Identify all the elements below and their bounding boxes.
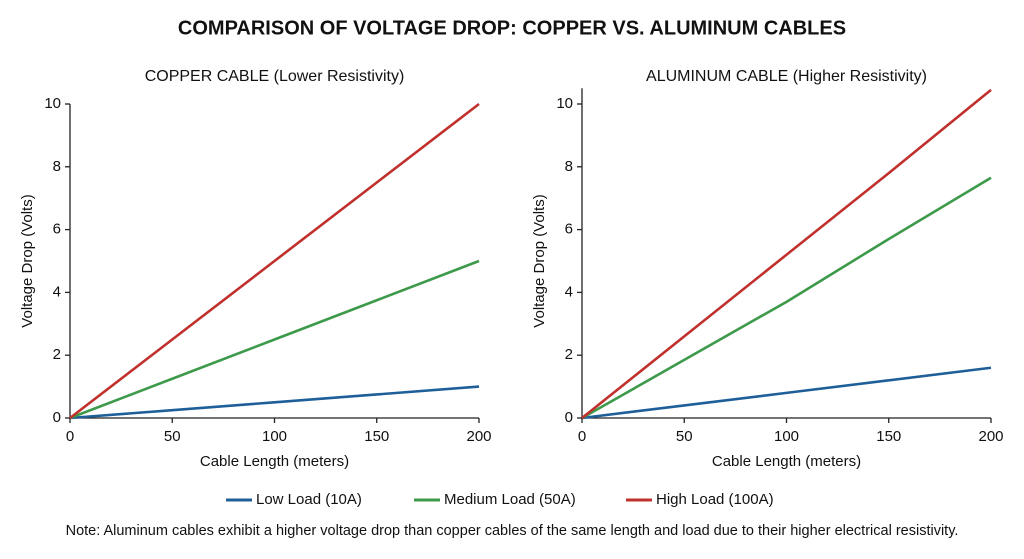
- y-axis-label: Voltage Drop (Volts): [531, 194, 548, 327]
- y-tick-label: 10: [44, 95, 61, 112]
- x-tick-label: 0: [66, 428, 74, 445]
- y-tick-label: 4: [565, 283, 573, 300]
- x-tick-label: 150: [364, 428, 389, 445]
- x-tick-label: 200: [978, 428, 1003, 445]
- subplot-title: ALUMINUM CABLE (Higher Resistivity): [646, 68, 927, 85]
- series-line: [69, 102, 480, 420]
- note: Note: Aluminum cables exhibit a higher v…: [66, 523, 959, 539]
- y-tick-label: 0: [53, 409, 61, 426]
- x-tick-label: 50: [676, 428, 693, 445]
- series-line: [581, 366, 992, 420]
- y-tick-label: 8: [53, 158, 61, 175]
- x-axis-label: Cable Length (meters): [712, 453, 861, 470]
- y-tick-label: 2: [565, 346, 573, 363]
- y-tick-label: 6: [565, 221, 573, 238]
- x-tick-label: 100: [774, 428, 799, 445]
- y-tick-label: 10: [556, 95, 573, 112]
- x-tick-label: 50: [164, 428, 181, 445]
- page-title: COMPARISON OF VOLTAGE DROP: COPPER VS. A…: [178, 17, 846, 39]
- series-line: [69, 259, 480, 420]
- y-tick-label: 0: [565, 409, 573, 426]
- legend-label: Medium Load (50A): [444, 491, 576, 508]
- series-line: [581, 88, 992, 420]
- legend-label: High Load (100A): [656, 491, 774, 508]
- x-tick-label: 200: [466, 428, 491, 445]
- x-axis-label: Cable Length (meters): [200, 453, 349, 470]
- series-line: [581, 176, 992, 420]
- y-axis-label: Voltage Drop (Volts): [19, 194, 36, 327]
- y-tick-label: 8: [565, 158, 573, 175]
- y-tick-label: 2: [53, 346, 61, 363]
- subplot-title: COPPER CABLE (Lower Resistivity): [145, 68, 405, 85]
- y-tick-label: 4: [53, 283, 61, 300]
- series-line: [69, 385, 480, 420]
- x-tick-label: 100: [262, 428, 287, 445]
- legend-label: Low Load (10A): [256, 491, 362, 508]
- x-tick-label: 0: [578, 428, 586, 445]
- y-tick-label: 6: [53, 221, 61, 238]
- x-tick-label: 150: [876, 428, 901, 445]
